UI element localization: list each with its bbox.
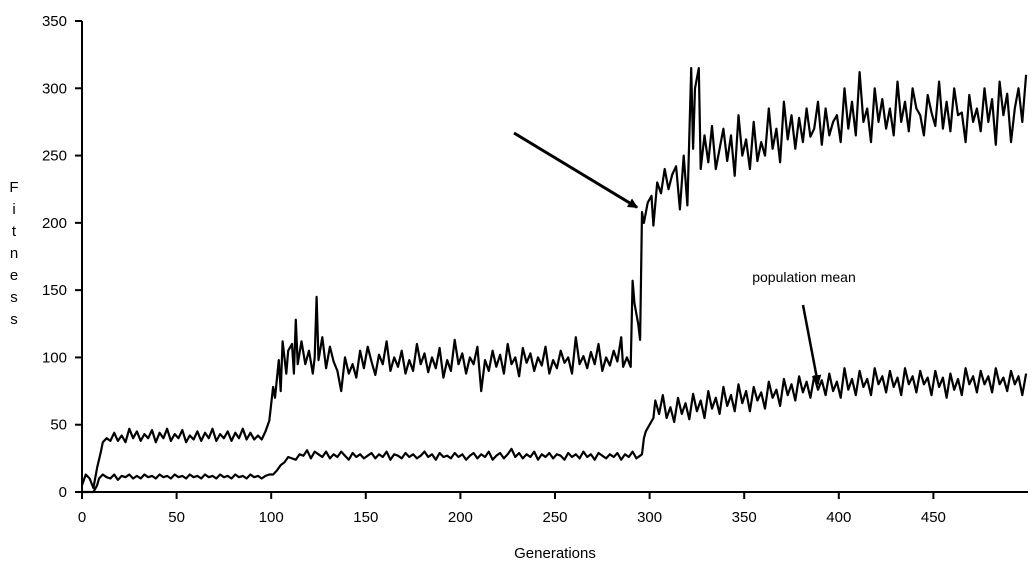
- annotation-arrow-best: [513, 131, 638, 209]
- series-line-0: [80, 67, 1028, 490]
- y-tick-label: 50: [50, 417, 67, 434]
- annotations: population mean: [513, 131, 856, 386]
- y-tick-label: 350: [42, 13, 67, 30]
- y-tick-label: 150: [42, 282, 67, 299]
- x-tick-label: 250: [542, 509, 567, 526]
- annotation-label-mean: population mean: [752, 269, 856, 285]
- y-tick-label: 100: [42, 349, 67, 366]
- x-tick-label: 200: [448, 509, 473, 526]
- x-tick-label: 450: [921, 509, 946, 526]
- axes: 0 50 100 150 200 250 300 350 0 50 100 150 200 250 300 3…: [42, 13, 1028, 526]
- y-tick-label: 250: [42, 148, 67, 165]
- x-tick-label: 0: [78, 509, 86, 526]
- x-axis-title: Generations: [514, 545, 596, 562]
- y-tick-label: 0: [59, 484, 67, 501]
- x-tick-label: 100: [259, 509, 284, 526]
- x-tick-label: 50: [168, 509, 185, 526]
- y-tick-label: 200: [42, 215, 67, 232]
- x-tick-label: 300: [637, 509, 662, 526]
- series-group: [80, 67, 1028, 494]
- y-tick-label: 300: [42, 80, 67, 97]
- series-line-1: [82, 367, 1028, 494]
- x-tick-label: 350: [732, 509, 757, 526]
- x-tick-label: 400: [826, 509, 851, 526]
- x-tick-label: 150: [353, 509, 378, 526]
- annotation-arrow-mean: [801, 304, 822, 386]
